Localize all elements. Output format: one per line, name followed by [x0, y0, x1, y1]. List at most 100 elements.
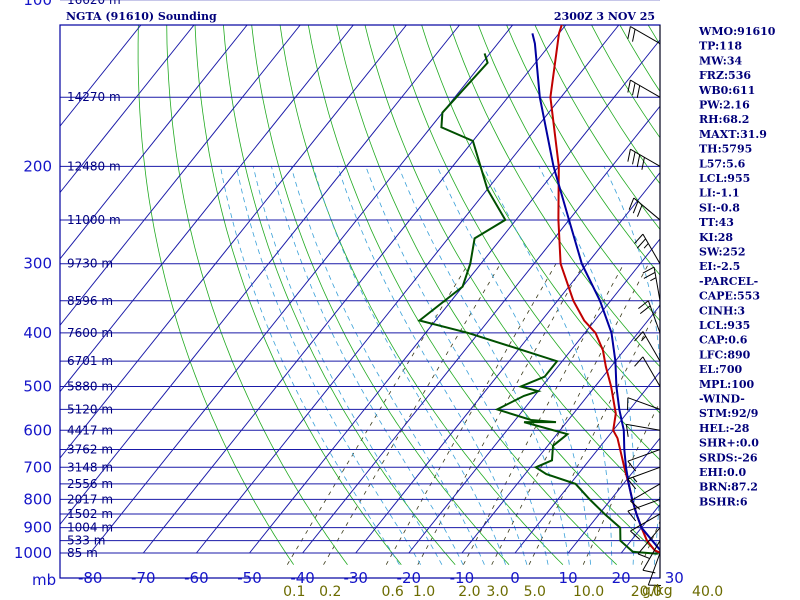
- isotherm-line: [620, 504, 661, 554]
- wind-barb-flag: [625, 424, 629, 437]
- wind-barb: [634, 331, 661, 362]
- valid-time: 2300Z 3 NOV 25: [554, 10, 655, 23]
- pressure-label: 500: [23, 377, 52, 395]
- mixing-ratio-label: 3.0: [486, 584, 508, 600]
- index-line: MPL:100: [699, 378, 755, 391]
- moist-adiabat: [365, 166, 549, 565]
- wind-barb-staff: [630, 483, 661, 502]
- isotherm-line: [59, 24, 142, 127]
- index-line: BRN:87.2: [699, 481, 758, 494]
- mixing-ratio-line: [323, 263, 501, 565]
- mixing-ratio-label: 1.0: [413, 584, 435, 600]
- wind-barb: [634, 233, 661, 264]
- wind-barb-staff: [627, 397, 661, 410]
- wind-barb-staff: [627, 498, 661, 512]
- wind-barb-flag: [627, 80, 631, 93]
- index-line: L57:5.6: [699, 157, 746, 170]
- mixing-ratio-label: 2.0: [458, 584, 480, 600]
- index-line: PW:2.16: [699, 99, 750, 112]
- index-line: LI:-1.1: [699, 187, 740, 200]
- index-line: TH:5795: [699, 143, 752, 156]
- wind-barb: [642, 540, 661, 574]
- index-line: -WIND-: [699, 393, 745, 406]
- wind-barb: [627, 79, 661, 99]
- temperature-labels: -80 -70 -60 -50 -40 -30 -20 -10 0 10 20 30: [78, 569, 684, 587]
- height-label: 2017 m: [67, 492, 113, 506]
- index-line: CAP:0.6: [699, 334, 748, 347]
- isotherm-line: [461, 305, 661, 554]
- wind-barb-flag: [639, 305, 651, 315]
- wind-barb-staff: [630, 513, 661, 532]
- index-line: TT:43: [699, 216, 734, 229]
- wind-barb-staff: [630, 79, 661, 98]
- temperature-tick-label: 30: [665, 569, 684, 587]
- index-line: SI:-0.8: [699, 201, 740, 214]
- wind-barb-flag: [636, 85, 641, 99]
- wind-barb-flag: [630, 530, 641, 540]
- moist-adiabat: [312, 166, 506, 565]
- wind-barb-flag: [637, 553, 650, 559]
- dry-adiabat: [562, 25, 660, 185]
- isotherm-line: [567, 437, 661, 554]
- index-line: RH:68.2: [699, 113, 749, 126]
- mixing-ratio-label: 10.0: [573, 584, 604, 600]
- wind-barb-flag: [634, 331, 644, 342]
- height-label: 9730 m: [67, 257, 113, 271]
- index-line: LCL:935: [699, 319, 750, 332]
- temperature-tick-label: 20: [612, 569, 631, 587]
- wind-barb-halfflag: [650, 277, 657, 282]
- height-label: 533 m: [67, 534, 105, 548]
- wind-barb-halfflag: [641, 335, 646, 342]
- wind-barb-flag: [634, 356, 644, 367]
- isotherm-line: [59, 24, 301, 326]
- wind-barb-flag: [627, 149, 631, 162]
- height-label: 12480 m: [67, 159, 121, 173]
- index-line: CAPE:553: [699, 290, 760, 303]
- wind-barb-flag: [643, 271, 656, 279]
- height-label: 5120 m: [67, 402, 113, 416]
- pressure-label: 900: [23, 519, 52, 537]
- wind-barb: [627, 397, 661, 411]
- wind-barb-flag: [636, 238, 646, 249]
- wind-barb-flag: [636, 154, 641, 168]
- wind-barb: [647, 552, 661, 586]
- height-label: 11000 m: [67, 213, 121, 227]
- temperature-tick-label: -50: [237, 569, 262, 587]
- wind-barb: [625, 423, 661, 437]
- index-line: EL:700: [699, 363, 742, 376]
- wind-barb: [628, 197, 661, 221]
- wind-barb-flag: [636, 204, 643, 217]
- temperature-tick-label: -10: [450, 569, 475, 587]
- index-line: SHR+:0.0: [699, 437, 759, 450]
- pressure-label: 200: [23, 157, 52, 175]
- wind-barb-staff: [642, 356, 661, 387]
- pressure-label: 800: [23, 490, 52, 508]
- chart-title: NGTA (91610) Sounding: [66, 10, 217, 23]
- wind-barb-staff: [653, 267, 661, 301]
- wind-barb: [627, 449, 661, 472]
- wind-barb-flag: [628, 197, 635, 210]
- moist-adiabat: [398, 166, 570, 565]
- temperature-tick-label: -20: [397, 569, 422, 587]
- index-line: HEL:-28: [699, 422, 750, 435]
- temperature-tick-label: 10: [559, 569, 578, 587]
- isobars: [60, 0, 660, 554]
- wind-barb-staff: [647, 300, 661, 334]
- dry-adiabat: [754, 0, 800, 565]
- wind-barb: [642, 266, 661, 301]
- mixing-ratio-label: 5.0: [524, 584, 546, 600]
- dry-adiabat: [222, 25, 456, 565]
- y-axis-unit-label: mb: [32, 571, 56, 589]
- temperature-tick-label: -30: [343, 569, 368, 587]
- index-line: MW:34: [699, 54, 742, 67]
- dewpoint-profile: [417, 53, 658, 555]
- moist-adiabat: [252, 166, 443, 565]
- wind-barb-flag: [632, 201, 639, 214]
- height-label: 2556 m: [67, 477, 113, 491]
- wind-barbs: [625, 0, 661, 586]
- index-line: FRZ:536: [699, 69, 751, 82]
- isotherm-line: [59, 24, 195, 193]
- isotherm-line: [514, 371, 661, 554]
- height-label: 14270 m: [67, 90, 121, 104]
